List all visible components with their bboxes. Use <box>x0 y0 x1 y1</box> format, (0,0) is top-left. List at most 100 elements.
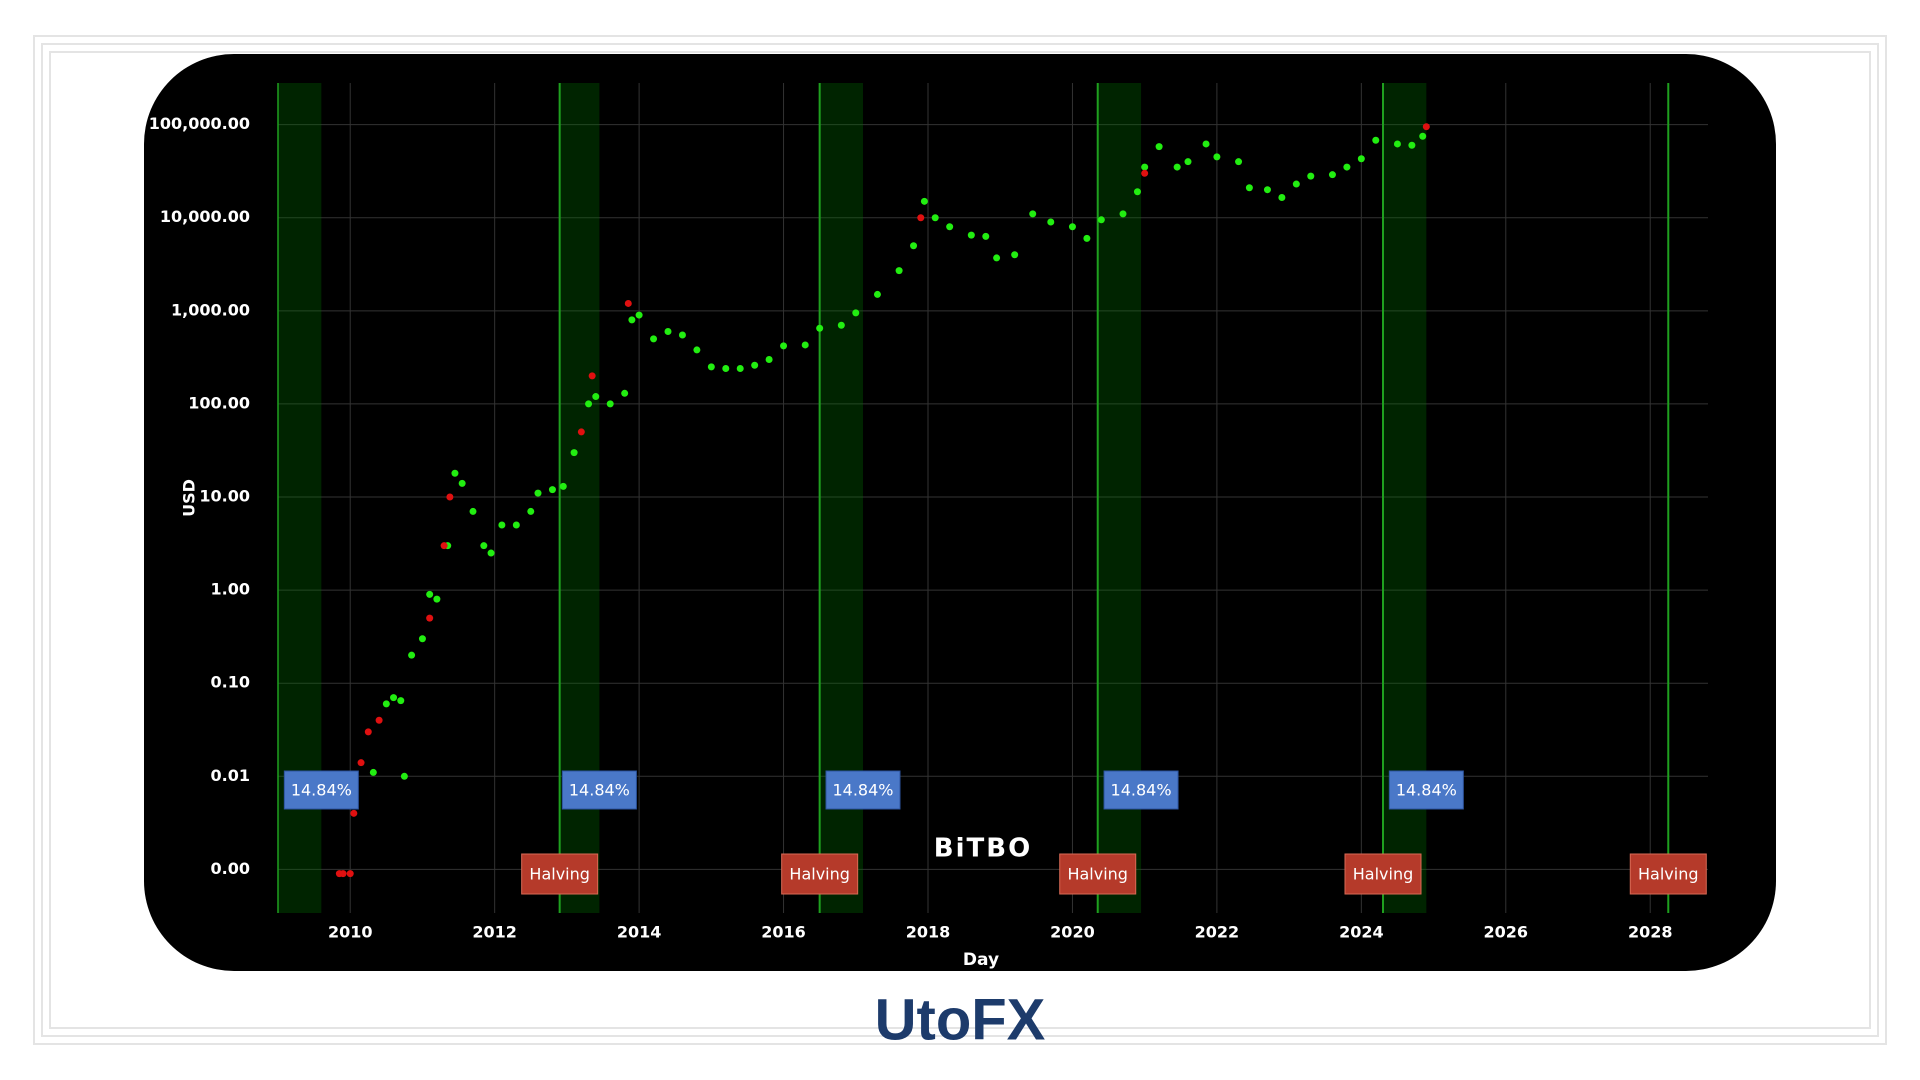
data-point <box>498 521 506 529</box>
data-point <box>895 267 903 275</box>
halving-label: Halving <box>1067 865 1128 884</box>
data-point <box>1133 188 1141 196</box>
data-point <box>487 549 495 557</box>
data-point <box>678 331 686 339</box>
data-point <box>1068 223 1076 231</box>
data-point <box>357 759 365 767</box>
x-tick-label: 2028 <box>1628 923 1673 942</box>
data-point <box>397 697 405 705</box>
data-point <box>1184 158 1192 166</box>
y-tick-label: 10.00 <box>199 487 250 506</box>
data-point <box>408 651 416 659</box>
data-point <box>570 449 578 457</box>
data-point <box>426 614 434 622</box>
data-point <box>458 479 466 487</box>
percent-box <box>825 770 901 810</box>
data-point <box>390 694 398 702</box>
x-tick-label: 2026 <box>1484 923 1529 942</box>
data-point <box>1173 163 1181 171</box>
data-point <box>722 365 730 373</box>
data-point <box>765 355 773 363</box>
data-point <box>375 716 383 724</box>
data-point <box>446 493 454 501</box>
data-point <box>480 542 488 550</box>
frame <box>33 35 1887 1045</box>
data-point <box>433 595 441 603</box>
x-tick-label: 2022 <box>1195 923 1240 942</box>
data-point <box>852 309 860 317</box>
data-point <box>592 393 600 401</box>
data-point <box>339 870 347 878</box>
data-point <box>548 486 556 494</box>
data-point <box>1357 155 1365 163</box>
data-point <box>931 214 939 222</box>
data-point <box>1328 171 1336 179</box>
halving-label: Halving <box>1638 865 1699 884</box>
data-point <box>1029 210 1037 218</box>
data-point <box>628 316 636 324</box>
data-point <box>1263 186 1271 194</box>
halving-label: Halving <box>529 865 590 884</box>
data-point <box>418 635 426 643</box>
percent-box <box>1103 770 1179 810</box>
y-tick-label: 10,000.00 <box>160 207 250 226</box>
y-axis-label: USD <box>180 479 199 517</box>
data-point <box>1141 163 1149 171</box>
data-point <box>1408 141 1416 149</box>
data-point <box>527 507 535 515</box>
halving-box <box>1059 853 1137 895</box>
data-point <box>910 242 918 250</box>
data-point <box>1083 234 1091 242</box>
data-point <box>1419 132 1427 140</box>
y-tick-label: 1.00 <box>211 580 250 599</box>
data-point <box>982 232 990 240</box>
data-point <box>1292 180 1300 188</box>
data-point <box>873 290 881 298</box>
percent-label: 14.84% <box>569 781 630 800</box>
data-point <box>585 400 593 408</box>
data-point <box>664 327 672 335</box>
y-tick-label: 0.01 <box>211 766 250 785</box>
percent-label: 14.84% <box>1396 781 1457 800</box>
data-point <box>512 521 520 529</box>
data-point <box>400 772 408 780</box>
data-point <box>780 342 788 350</box>
data-point <box>1372 136 1380 144</box>
data-point <box>707 363 715 371</box>
x-tick-label: 2020 <box>1050 923 1095 942</box>
halving-box <box>781 853 859 895</box>
percent-label: 14.84% <box>291 781 352 800</box>
percent-box <box>283 770 359 810</box>
halving-box <box>1629 853 1707 895</box>
data-point <box>1235 158 1243 166</box>
data-point <box>1011 251 1019 259</box>
halving-box <box>521 853 599 895</box>
data-point <box>1141 169 1149 177</box>
data-point <box>816 324 824 332</box>
chart-background <box>144 54 1776 971</box>
y-tick-label: 1,000.00 <box>171 300 250 319</box>
y-tick-label: 0.00 <box>211 859 250 878</box>
plot: 0.00 0.01 0.10 1.00 10.00 100.00 1,000.00 10,00… <box>149 83 1708 942</box>
data-point <box>588 372 596 380</box>
x-tick-label: 2010 <box>328 923 373 942</box>
data-point <box>346 870 354 878</box>
halving-label: Halving <box>1353 865 1414 884</box>
data-point <box>1213 153 1221 161</box>
footer-logo: UtoFX <box>875 987 1046 1052</box>
percent-box <box>561 770 637 810</box>
x-tick-label: 2014 <box>617 923 662 942</box>
data-point <box>559 482 567 490</box>
data-point <box>577 428 585 436</box>
data-point <box>993 254 1001 262</box>
watermark: BiTBO <box>934 834 1032 864</box>
data-point <box>1343 163 1351 171</box>
data-point <box>736 365 744 373</box>
data-point <box>350 809 358 817</box>
y-tick-label: 100,000.00 <box>149 114 250 133</box>
x-tick-label: 2024 <box>1339 923 1384 942</box>
data-point <box>606 400 614 408</box>
x-axis-label: Day <box>963 950 999 970</box>
x-tick-label: 2012 <box>472 923 517 942</box>
